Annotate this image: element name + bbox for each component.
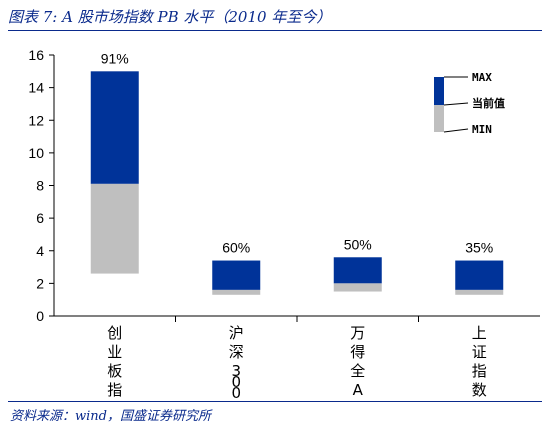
x-category-label: 沪深 3 0 0 (229, 324, 244, 402)
source-note: 资料来源：wind，国盛证券研究所 (10, 409, 211, 424)
x-category-label: 万得全 A (350, 324, 365, 399)
source-rule (8, 401, 542, 402)
data-labels: 91% 60% 50% 35% (101, 50, 494, 255)
legend-current-leader (443, 102, 469, 106)
bar-upper-segment (212, 260, 261, 290)
x-category-label: 上证指数 (472, 324, 487, 399)
bar-upper-segment (333, 257, 382, 284)
bar-lower-segment (90, 183, 139, 274)
bar-lower-segment (333, 283, 382, 292)
data-label: 91% (101, 50, 129, 66)
x-category-label: 创业板指 (107, 324, 122, 399)
y-tick-label: 12 (28, 112, 44, 128)
y-axis-ticks: 0 2 4 6 8 10 12 14 16 (28, 47, 419, 324)
y-tick-label: 4 (36, 243, 44, 259)
legend-current-label: 当前值 (472, 96, 505, 110)
y-tick-label: 2 (36, 275, 44, 291)
data-label: 50% (344, 236, 372, 252)
y-tick-label: 16 (28, 47, 44, 63)
figure-title: 图表 7: A 股市场指数 PB 水平（2010 年至今） (8, 8, 332, 26)
legend-min-label: MIN (472, 123, 492, 136)
bars (90, 71, 504, 295)
legend: MAX 当前值 MIN (434, 71, 505, 136)
y-tick-label: 0 (36, 308, 44, 324)
bar-lower-segment (455, 289, 504, 295)
data-label: 35% (465, 240, 493, 256)
y-tick-label: 8 (36, 178, 44, 194)
x-axis-categories: 创业板指 沪深 3 0 0 万得全 A 上证指数 (107, 324, 487, 402)
legend-min-swatch (434, 105, 444, 132)
y-tick-label: 10 (28, 145, 44, 161)
y-tick-label: 14 (28, 80, 44, 96)
bar-upper-segment (90, 71, 139, 184)
data-label: 60% (222, 240, 250, 256)
legend-max-label: MAX (472, 71, 492, 84)
legend-min-leader (443, 128, 469, 133)
title-rule (8, 30, 542, 31)
y-tick-label: 6 (36, 210, 44, 226)
bar-lower-segment (212, 289, 261, 295)
bar-upper-segment (455, 260, 504, 290)
legend-max-swatch (434, 77, 444, 105)
